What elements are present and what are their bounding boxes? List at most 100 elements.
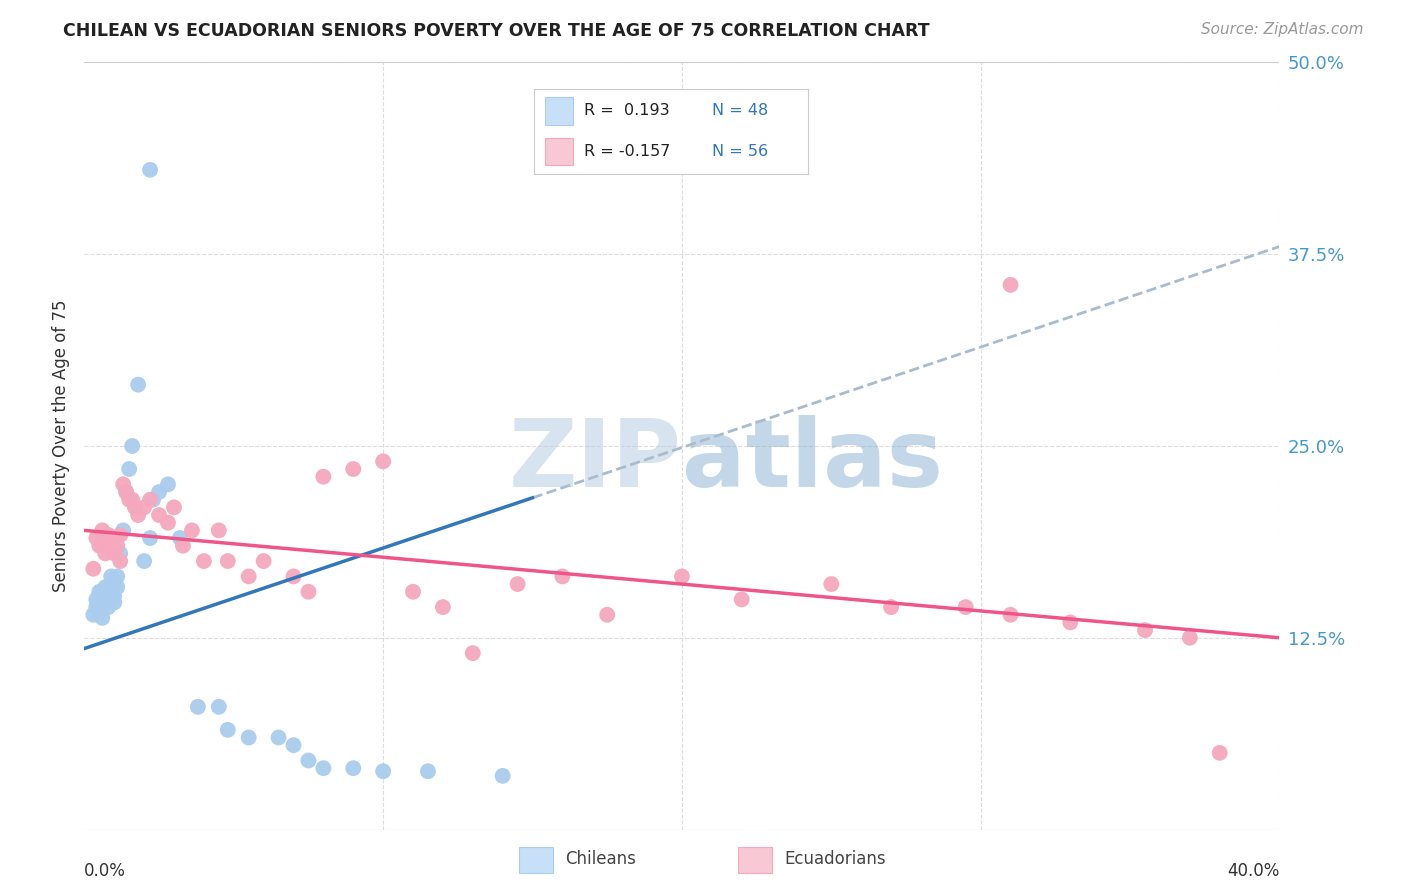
Point	[217, 554, 239, 568]
Point	[82, 607, 104, 622]
Point	[94, 546, 117, 560]
Point	[94, 590, 117, 604]
Point	[97, 539, 120, 553]
Point	[1000, 607, 1022, 622]
Point	[89, 595, 111, 609]
Point	[132, 554, 156, 568]
Point	[139, 531, 162, 545]
Bar	[546, 137, 572, 165]
Point	[461, 646, 484, 660]
Point	[132, 500, 156, 515]
Point	[89, 605, 111, 619]
Point	[91, 595, 114, 609]
Point	[596, 607, 619, 622]
Point	[432, 600, 454, 615]
Point	[238, 569, 260, 583]
Point	[193, 554, 215, 568]
Point	[112, 477, 135, 491]
Point	[115, 485, 138, 500]
Point	[115, 485, 138, 500]
Point	[955, 600, 977, 615]
Point	[94, 595, 117, 609]
Point	[187, 699, 209, 714]
Point	[91, 524, 114, 538]
Text: 40.0%: 40.0%	[1227, 862, 1279, 880]
Bar	[519, 847, 553, 872]
Point	[208, 699, 231, 714]
Text: R = -0.157: R = -0.157	[583, 144, 671, 159]
Point	[103, 590, 125, 604]
Point	[342, 462, 364, 476]
Point	[1000, 277, 1022, 292]
Point	[172, 539, 194, 553]
Text: ZIP: ZIP	[509, 416, 682, 508]
Point	[671, 569, 693, 583]
Text: Source: ZipAtlas.com: Source: ZipAtlas.com	[1201, 22, 1364, 37]
Point	[416, 764, 439, 779]
Point	[297, 754, 319, 768]
Point	[139, 162, 162, 177]
Text: R =  0.193: R = 0.193	[583, 103, 669, 119]
Point	[103, 595, 125, 609]
Point	[118, 492, 141, 507]
Text: N = 56: N = 56	[713, 144, 769, 159]
Point	[169, 531, 191, 545]
Point	[100, 569, 122, 583]
Point	[127, 377, 149, 392]
Point	[157, 516, 180, 530]
Point	[283, 569, 305, 583]
Point	[127, 508, 149, 522]
Point	[139, 492, 162, 507]
Point	[86, 531, 108, 545]
Point	[163, 500, 186, 515]
Point	[402, 584, 425, 599]
Point	[148, 508, 170, 522]
Point	[506, 577, 529, 591]
Text: atlas: atlas	[682, 416, 943, 508]
Point	[118, 462, 141, 476]
Point	[1059, 615, 1081, 630]
Point	[1133, 623, 1156, 637]
Y-axis label: Seniors Poverty Over the Age of 75: Seniors Poverty Over the Age of 75	[52, 300, 70, 592]
Point	[94, 580, 117, 594]
Point	[148, 485, 170, 500]
Point	[89, 539, 111, 553]
Point	[124, 500, 146, 515]
Point	[297, 584, 319, 599]
Point	[103, 546, 125, 560]
Point	[731, 592, 754, 607]
Point	[373, 764, 395, 779]
Point	[105, 569, 128, 583]
Point	[121, 439, 143, 453]
Point	[373, 454, 395, 468]
Point	[89, 584, 111, 599]
Point	[86, 592, 108, 607]
Point	[86, 600, 108, 615]
Point	[1209, 746, 1232, 760]
Point	[253, 554, 276, 568]
Point	[105, 580, 128, 594]
Point	[94, 539, 117, 553]
Point	[100, 580, 122, 594]
Point	[91, 611, 114, 625]
Point	[492, 769, 515, 783]
Bar	[546, 97, 572, 125]
Text: N = 48: N = 48	[713, 103, 769, 119]
Point	[1178, 631, 1201, 645]
Point	[312, 469, 335, 483]
Point	[267, 731, 290, 745]
Text: CHILEAN VS ECUADORIAN SENIORS POVERTY OVER THE AGE OF 75 CORRELATION CHART: CHILEAN VS ECUADORIAN SENIORS POVERTY OV…	[63, 22, 929, 40]
Point	[100, 543, 122, 558]
Point	[112, 524, 135, 538]
Point	[103, 534, 125, 549]
Point	[105, 539, 128, 553]
Point	[181, 524, 204, 538]
Point	[880, 600, 903, 615]
Point	[110, 554, 132, 568]
Text: Ecuadorians: Ecuadorians	[785, 849, 886, 868]
Point	[217, 723, 239, 737]
Point	[97, 592, 120, 607]
Point	[121, 492, 143, 507]
Point	[97, 528, 120, 542]
Text: 0.0%: 0.0%	[84, 862, 127, 880]
